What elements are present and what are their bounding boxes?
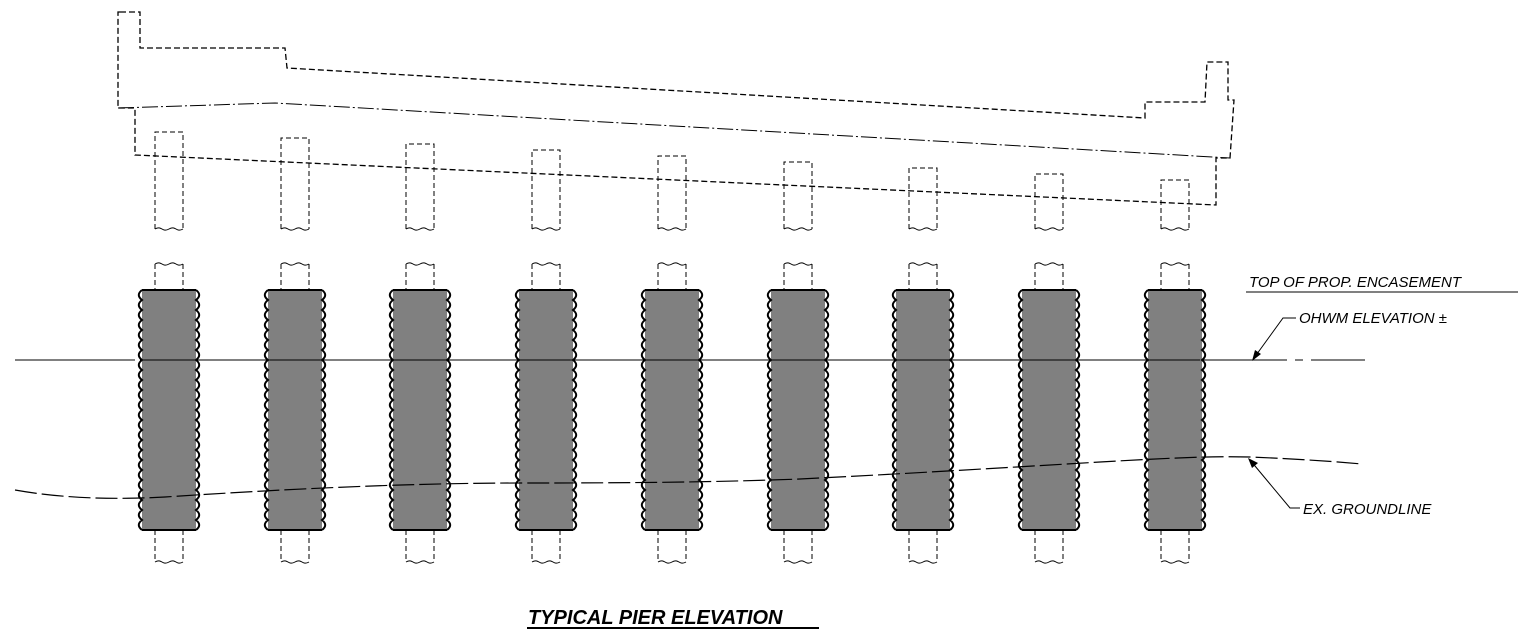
pile-stub-top bbox=[405, 262, 435, 290]
pile-encasement bbox=[263, 289, 327, 531]
upper-pile bbox=[154, 131, 184, 231]
pile-encasement bbox=[1017, 289, 1081, 531]
pile-stubs-bottom bbox=[154, 530, 1190, 564]
upper-pile bbox=[280, 137, 310, 231]
pile-stub-top bbox=[531, 262, 561, 290]
groundline-leader bbox=[1249, 459, 1300, 509]
leader-arrowheads bbox=[1248, 350, 1261, 468]
pile-stub-bottom bbox=[1160, 530, 1190, 564]
deck-centerline bbox=[117, 102, 1231, 159]
upper-pile bbox=[531, 149, 561, 231]
pile-encasement bbox=[137, 289, 201, 531]
pile-stub-top bbox=[154, 262, 184, 290]
upper-pile bbox=[1034, 173, 1064, 231]
existing-upper-piles bbox=[154, 131, 1190, 231]
pile-stub-bottom bbox=[280, 530, 310, 564]
pile-stub-top bbox=[657, 262, 687, 290]
upper-pile bbox=[1160, 179, 1190, 231]
pier-cap-outline bbox=[117, 11, 1235, 206]
pile-encasement bbox=[640, 289, 704, 531]
pile-encasement bbox=[388, 289, 452, 531]
ex-groundline bbox=[14, 456, 1363, 499]
pile-encasement bbox=[514, 289, 578, 531]
label-top-of-encasement: TOP OF PROP. ENCASEMENT bbox=[1249, 274, 1463, 291]
drawing-title: TYPICAL PIER ELEVATION bbox=[528, 607, 783, 629]
pile-stub-bottom bbox=[1034, 530, 1064, 564]
pile-stub-top bbox=[1160, 262, 1190, 290]
encasements bbox=[137, 289, 1207, 531]
label-ex-groundline: EX. GROUNDLINE bbox=[1303, 501, 1432, 518]
pile-stub-top bbox=[280, 262, 310, 290]
pile-stubs-top bbox=[154, 262, 1190, 290]
pile-stub-bottom bbox=[783, 530, 813, 564]
ohwm-arrowhead bbox=[1252, 350, 1261, 361]
pile-stub-bottom bbox=[154, 530, 184, 564]
pile-stub-bottom bbox=[657, 530, 687, 564]
upper-pile bbox=[405, 143, 435, 231]
pile-encasement bbox=[891, 289, 955, 531]
pile-stub-bottom bbox=[405, 530, 435, 564]
pile-stub-bottom bbox=[908, 530, 938, 564]
pile-stub-top bbox=[783, 262, 813, 290]
upper-pile bbox=[657, 155, 687, 231]
pile-stub-bottom bbox=[531, 530, 561, 564]
label-ohwm-elevation: OHWM ELEVATION ± bbox=[1299, 310, 1447, 327]
groundline-arrowhead bbox=[1248, 458, 1258, 468]
pile-stub-top bbox=[908, 262, 938, 290]
leader-lines bbox=[527, 291, 1518, 629]
ohwm-leader bbox=[1253, 317, 1296, 359]
pile-encasement bbox=[766, 289, 830, 531]
pile-encasement bbox=[1143, 289, 1207, 531]
pile-stub-top bbox=[1034, 262, 1064, 290]
upper-pile bbox=[783, 161, 813, 231]
upper-pile bbox=[908, 167, 938, 231]
